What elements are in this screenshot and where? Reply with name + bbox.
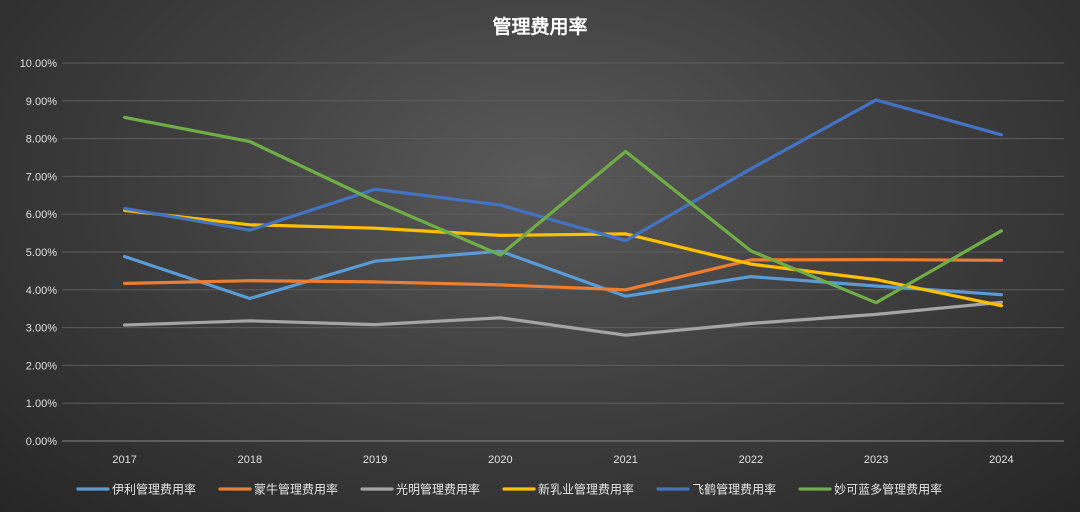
legend-item: 飞鹤管理费用率 bbox=[656, 482, 776, 497]
chart-legend: 伊利管理费用率 蒙牛管理费用率 光明管理费用率 新乳业管理费用率 飞鹤管理费用率 妙可蓝多… bbox=[76, 482, 942, 497]
series-lines bbox=[122, 98, 1004, 337]
x-tick-label: 2022 bbox=[739, 454, 763, 466]
x-axis-ticks: 2017 2018 2019 2020 2021 2022 2023 2024 bbox=[112, 454, 1013, 466]
chart-grid bbox=[62, 62, 1064, 442]
series-line bbox=[122, 208, 1004, 308]
legend-item: 新乳业管理费用率 bbox=[502, 482, 634, 497]
series-line bbox=[122, 98, 1004, 243]
y-tick-label: 1.00% bbox=[26, 398, 57, 410]
x-tick-label: 2020 bbox=[488, 454, 512, 466]
legend-label: 伊利管理费用率 bbox=[112, 482, 196, 497]
y-tick-label: 8.00% bbox=[26, 134, 57, 146]
y-tick-label: 9.00% bbox=[26, 96, 57, 108]
series-line bbox=[122, 300, 1004, 337]
legend-label: 蒙牛管理费用率 bbox=[254, 482, 338, 497]
legend-label: 妙可蓝多管理费用率 bbox=[834, 482, 942, 497]
chart-title: 管理费用率 bbox=[492, 15, 587, 38]
series-line bbox=[122, 115, 1004, 305]
y-tick-label: 3.00% bbox=[26, 323, 57, 335]
legend-item: 光明管理费用率 bbox=[360, 482, 480, 497]
x-tick-label: 2023 bbox=[864, 454, 888, 466]
legend-item: 蒙牛管理费用率 bbox=[218, 482, 338, 497]
legend-label: 光明管理费用率 bbox=[396, 482, 480, 497]
x-tick-label: 2017 bbox=[112, 454, 136, 466]
series-line bbox=[122, 258, 1004, 292]
legend-item: 伊利管理费用率 bbox=[76, 482, 196, 497]
legend-label: 飞鹤管理费用率 bbox=[692, 482, 776, 497]
y-tick-label: 6.00% bbox=[26, 209, 57, 221]
x-tick-label: 2018 bbox=[238, 454, 262, 466]
y-tick-label: 0.00% bbox=[26, 436, 57, 448]
x-tick-label: 2019 bbox=[363, 454, 387, 466]
series-line bbox=[122, 249, 1004, 301]
legend-item: 妙可蓝多管理费用率 bbox=[798, 482, 942, 497]
y-tick-label: 10.00% bbox=[20, 58, 58, 70]
y-tick-label: 7.00% bbox=[26, 171, 57, 183]
legend-label: 新乳业管理费用率 bbox=[538, 482, 634, 497]
y-tick-label: 4.00% bbox=[26, 285, 57, 297]
x-tick-label: 2024 bbox=[989, 454, 1013, 466]
y-tick-label: 2.00% bbox=[26, 360, 57, 372]
y-axis-ticks: 0.00% 1.00% 2.00% 3.00% 4.00% 5.00% 6.00% 7.00%… bbox=[20, 58, 58, 448]
y-tick-label: 5.00% bbox=[26, 247, 57, 259]
x-tick-label: 2021 bbox=[613, 454, 637, 466]
